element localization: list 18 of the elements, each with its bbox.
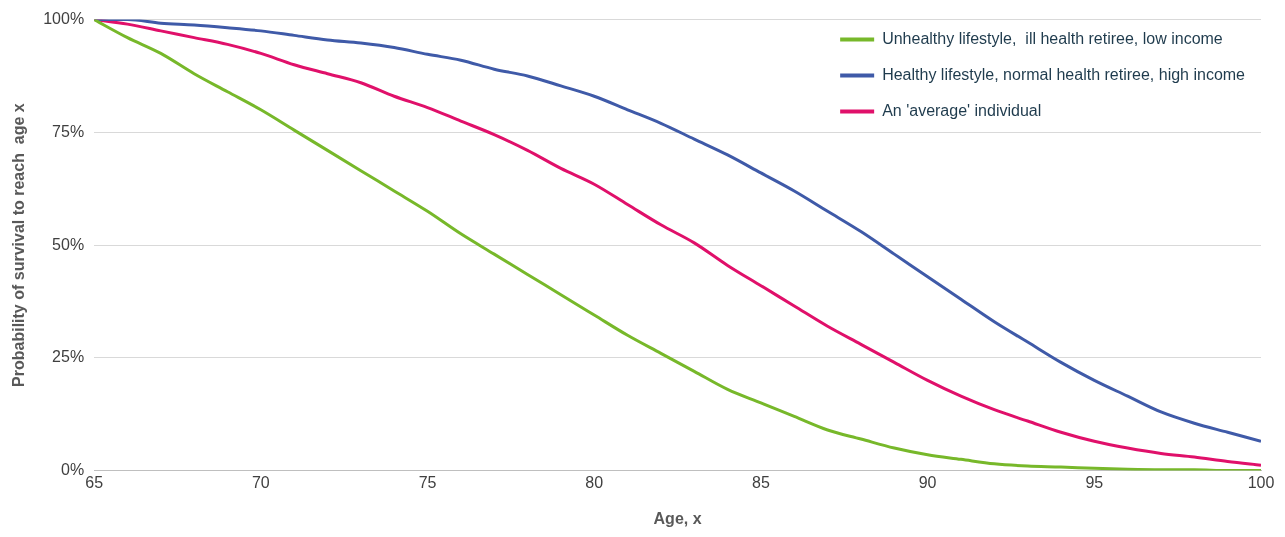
y-tick-label: 0%	[61, 461, 85, 479]
y-tick-label: 100%	[43, 10, 85, 28]
y-tick-label: 50%	[52, 235, 85, 253]
x-tick-label: 90	[918, 473, 937, 491]
y-axis-title: Probability of survival to reach age x	[10, 103, 28, 387]
legend-label: An 'average' individual	[882, 102, 1042, 120]
x-tick-label: 95	[1085, 473, 1104, 491]
x-tick-label: 80	[585, 473, 604, 491]
x-tick-label: 70	[251, 473, 270, 491]
x-tick-label: 100	[1247, 473, 1275, 491]
y-tick-label: 25%	[52, 348, 85, 366]
x-tick-label: 85	[752, 473, 770, 491]
x-axis-title: Age, x	[653, 509, 702, 527]
legend-label: Unhealthy lifestyle, ill health retiree, low income	[882, 30, 1223, 48]
x-tick-label: 65	[85, 473, 104, 491]
legend-label: Healthy lifestyle, normal health retiree, high income	[882, 66, 1246, 84]
y-tick-label: 75%	[52, 122, 85, 140]
x-tick-label: 75	[418, 473, 437, 491]
